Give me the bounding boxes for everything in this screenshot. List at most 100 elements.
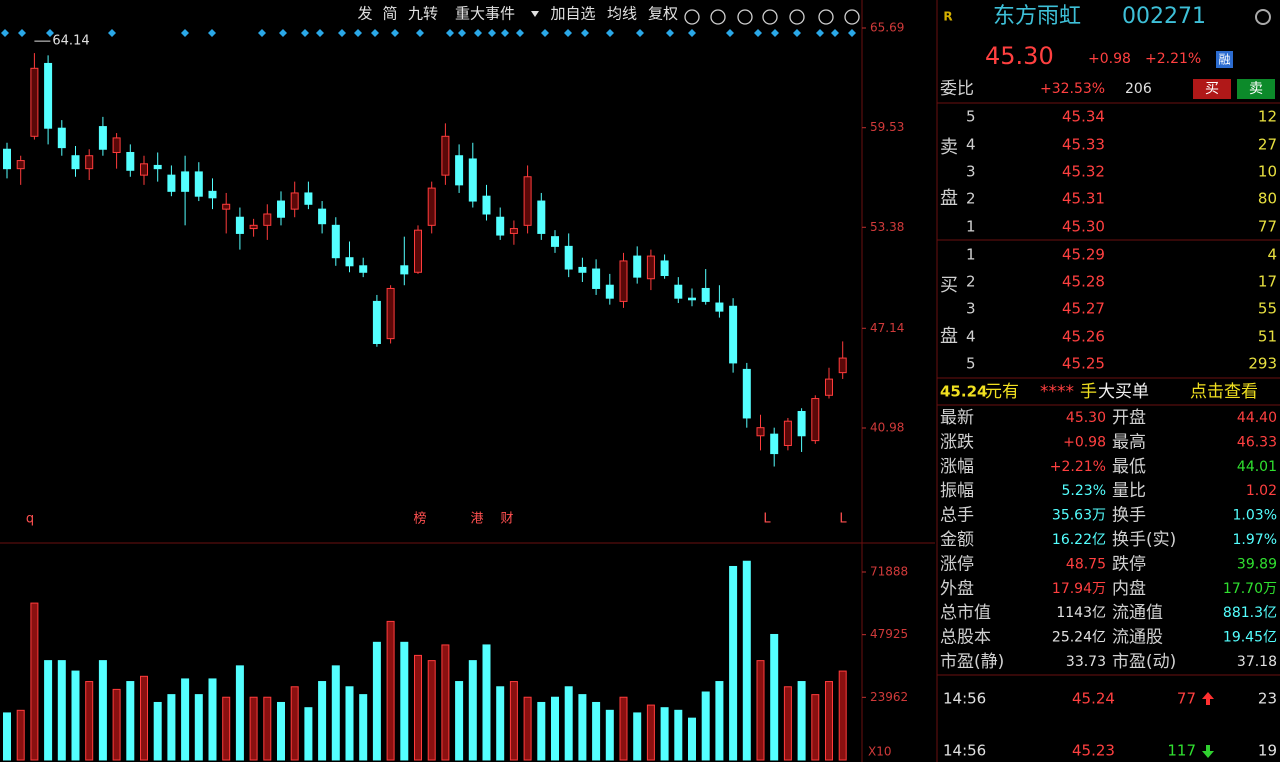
toolbar-button[interactable]: 九转	[408, 5, 438, 23]
candle-body	[263, 213, 272, 226]
toolbar-button[interactable]: 加自选	[550, 5, 595, 23]
event-marker	[108, 29, 116, 37]
candle-body	[427, 187, 436, 226]
stat-value: 1.03%	[1233, 508, 1277, 524]
tick-arrow	[1202, 745, 1214, 758]
stat-value: 881.3亿	[1223, 605, 1277, 621]
candle-body	[277, 200, 285, 218]
buy-button-bg[interactable]	[1193, 79, 1231, 99]
event-marker	[258, 29, 266, 37]
event-marker	[301, 29, 309, 37]
volume-bar	[441, 644, 450, 761]
price-change-pct: +2.21%	[1145, 51, 1201, 67]
volume-bar	[345, 686, 354, 761]
event-marker	[208, 29, 216, 37]
candle-body	[30, 67, 39, 137]
tool-icon[interactable]	[818, 9, 834, 25]
toolbar-button[interactable]: 简	[382, 5, 397, 23]
volume-bar	[564, 686, 573, 761]
tool-icon[interactable]	[737, 9, 753, 25]
volume-bar	[386, 620, 395, 761]
stat-value: 17.70万	[1223, 581, 1277, 597]
volume-bar	[263, 696, 272, 761]
stat-label: 涨跌	[940, 432, 974, 452]
stat-label: 换手	[1112, 506, 1146, 526]
candle-body	[482, 195, 491, 215]
tool-icon[interactable]	[844, 9, 860, 25]
candle-body	[414, 229, 422, 273]
candle-body	[85, 155, 94, 170]
toolbar-button[interactable]: 发	[357, 5, 372, 23]
event-marker	[564, 29, 572, 37]
y-tick-label: 47925	[870, 627, 908, 641]
event-marker	[754, 29, 762, 37]
big-order-banner[interactable]: 点击查看	[1190, 382, 1258, 402]
dropdown-arrow[interactable]	[531, 11, 539, 17]
stat-value: 46.33	[1237, 434, 1277, 450]
stat-label: 最低	[1112, 457, 1146, 477]
tool-icon[interactable]	[789, 9, 805, 25]
book-volume: 51	[1258, 328, 1277, 346]
tool-icon[interactable]	[762, 9, 778, 25]
toolbar-button[interactable]: 复权	[648, 5, 678, 23]
candle-body	[153, 164, 162, 170]
event-marker	[371, 29, 379, 37]
stat-label: 总股本	[940, 628, 991, 648]
tick-price: 45.23	[1072, 742, 1115, 760]
stat-label: 涨幅	[940, 457, 974, 477]
candle-body	[359, 265, 368, 273]
stat-label: 振幅	[940, 481, 974, 501]
candle-body	[181, 171, 190, 192]
candle-body	[551, 236, 559, 247]
book-volume: 293	[1248, 355, 1277, 373]
volume-bar	[359, 694, 368, 761]
book-price: 45.31	[1062, 190, 1105, 208]
volume-bar	[44, 660, 53, 761]
volume-bar	[277, 701, 285, 761]
volume-bar	[509, 681, 518, 761]
tool-icon[interactable]	[710, 9, 726, 25]
settings-icon[interactable]	[1255, 9, 1271, 25]
book-price: 45.33	[1062, 136, 1105, 154]
sell-button[interactable]: 卖	[1249, 81, 1263, 97]
toolbar-button[interactable]: 均线	[607, 5, 637, 23]
buy-button[interactable]: 买	[1205, 81, 1219, 97]
book-level: 5	[966, 108, 976, 126]
stat-label: 涨停	[940, 554, 974, 574]
volume-bar	[235, 665, 244, 761]
volume-bar	[605, 709, 614, 761]
chart-marker[interactable]: q	[26, 512, 34, 527]
chart-marker[interactable]: 港	[470, 512, 483, 527]
volume-bar	[331, 665, 340, 761]
book-volume: 80	[1258, 190, 1277, 208]
chart-marker[interactable]: 榜	[413, 511, 426, 527]
chart-marker[interactable]: 财	[500, 512, 513, 527]
book-price: 45.26	[1062, 328, 1105, 346]
event-marker	[793, 29, 801, 37]
tick-time: 14:56	[943, 690, 986, 708]
book-level: 2	[966, 190, 976, 208]
volume-bar	[290, 686, 299, 761]
book-level: 3	[966, 163, 976, 181]
volume-bar	[222, 696, 231, 761]
event-marker	[391, 29, 399, 37]
volume-bar	[742, 560, 751, 761]
candle-body	[523, 176, 532, 226]
toolbar-button[interactable]: 重大事件	[455, 5, 515, 23]
chart-marker[interactable]: L	[839, 512, 847, 527]
chart-marker[interactable]: L	[763, 512, 771, 527]
event-marker	[771, 29, 779, 37]
stat-label: 最新	[940, 408, 974, 428]
stat-value: 19.45亿	[1223, 630, 1277, 646]
book-level: 3	[966, 300, 976, 318]
tool-icon[interactable]	[684, 9, 700, 25]
volume-bar	[482, 644, 491, 761]
candle-body	[838, 357, 847, 374]
book-price: 45.30	[1062, 218, 1105, 236]
event-marker	[338, 29, 346, 37]
sell-button-bg[interactable]	[1237, 79, 1275, 99]
badge: 融	[1218, 53, 1230, 67]
ratio-value: +32.53%	[1040, 81, 1105, 97]
event-marker	[606, 29, 614, 37]
peak-label: 64.14	[52, 34, 89, 49]
